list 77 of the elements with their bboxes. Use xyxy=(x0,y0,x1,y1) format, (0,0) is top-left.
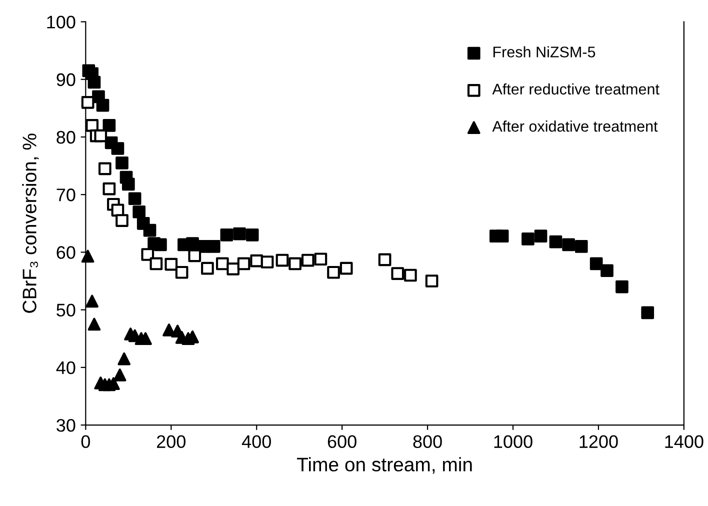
point xyxy=(122,178,135,191)
point xyxy=(327,266,340,279)
x-tick-label: 1000 xyxy=(494,435,532,448)
point xyxy=(641,306,654,320)
point xyxy=(574,240,588,253)
x-tick-label: 600 xyxy=(328,435,356,448)
point xyxy=(132,205,146,218)
point xyxy=(143,224,156,237)
point xyxy=(188,249,202,262)
legend-label: After reductive treatment xyxy=(492,83,660,95)
point xyxy=(391,267,404,280)
point xyxy=(88,76,101,89)
point xyxy=(116,214,128,227)
point xyxy=(111,142,124,155)
point xyxy=(94,129,108,142)
x-axis-title: Time on stream, min xyxy=(297,457,472,474)
x-tick-label: 0 xyxy=(81,435,90,448)
point xyxy=(207,240,220,253)
y-axis-title: CBrF₃ conversion, % xyxy=(22,134,39,313)
x-tick-label: 800 xyxy=(413,435,442,448)
point xyxy=(276,254,289,267)
point xyxy=(86,294,98,308)
point xyxy=(141,248,154,261)
point xyxy=(250,254,264,268)
y-tick-label: 90 xyxy=(56,73,76,86)
x-tick-label: 400 xyxy=(242,435,271,448)
point xyxy=(301,254,314,267)
point xyxy=(201,262,214,275)
point xyxy=(534,230,548,242)
point xyxy=(314,252,328,266)
x-tick-label: 1400 xyxy=(665,435,704,448)
y-tick-label: 40 xyxy=(56,361,76,374)
point xyxy=(98,162,112,176)
point xyxy=(118,352,131,366)
point xyxy=(88,318,101,331)
point xyxy=(260,256,274,268)
y-tick-label: 50 xyxy=(56,304,76,317)
legend-label: After oxidative treatment xyxy=(492,120,658,132)
point xyxy=(102,119,116,132)
point xyxy=(600,264,614,278)
point xyxy=(164,258,178,271)
point xyxy=(116,156,128,170)
point xyxy=(522,232,534,246)
point xyxy=(562,238,575,252)
point xyxy=(220,228,234,242)
point xyxy=(96,98,110,112)
point xyxy=(288,257,302,270)
point xyxy=(113,368,126,382)
point xyxy=(590,257,603,270)
point xyxy=(102,182,116,196)
point xyxy=(425,274,438,288)
legend-label: Fresh NiZSM-5 xyxy=(493,46,596,58)
point xyxy=(154,238,167,252)
point xyxy=(246,228,259,242)
x-tick-label: 200 xyxy=(156,435,186,448)
y-tick-label: 60 xyxy=(56,246,76,259)
y-tick-label: 100 xyxy=(47,16,76,28)
point xyxy=(496,230,509,242)
point xyxy=(128,192,142,206)
point xyxy=(226,262,240,276)
y-tick-label: 80 xyxy=(56,130,76,144)
point xyxy=(81,250,94,263)
point xyxy=(340,262,353,275)
point xyxy=(237,257,250,270)
y-tick-label: 30 xyxy=(56,418,76,432)
point xyxy=(175,266,188,279)
point xyxy=(216,257,229,270)
x-tick-label: 1200 xyxy=(580,435,618,448)
point xyxy=(404,268,417,282)
point xyxy=(378,253,392,266)
point xyxy=(81,96,94,109)
point xyxy=(549,235,562,248)
point xyxy=(616,280,628,294)
point xyxy=(233,227,246,240)
point xyxy=(86,119,98,132)
point xyxy=(150,257,163,270)
y-tick-label: 70 xyxy=(56,188,76,202)
